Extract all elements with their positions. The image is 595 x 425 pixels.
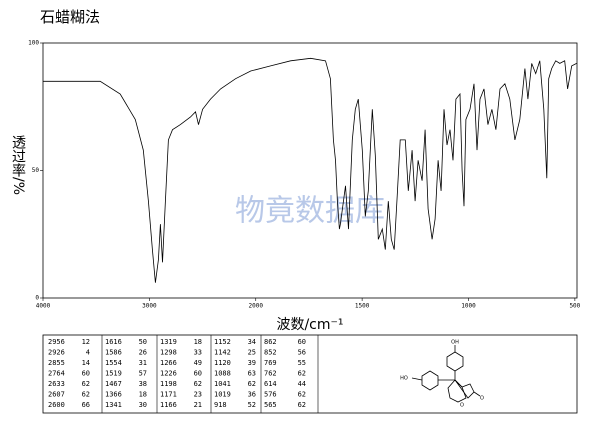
structure [411,345,481,403]
peak-wavenumber: 1166 [160,401,177,409]
peak-wavenumber: 1041 [214,380,231,388]
peak-transmittance: 62 [298,391,306,399]
peak-wavenumber: 1226 [160,370,177,378]
peak-transmittance: 44 [298,380,306,388]
peak-transmittance: 50 [139,338,147,346]
x-axis-label: 波数/cm⁻¹ [276,317,343,333]
peak-wavenumber: 2607 [48,391,65,399]
peak-transmittance: 21 [194,401,202,409]
peak-wavenumber: 1341 [105,401,122,409]
y-axis-label: 透过率/% [10,135,26,195]
peak-transmittance: 23 [194,391,202,399]
peak-transmittance: 18 [194,338,202,346]
peak-transmittance: 63 [248,370,256,378]
chart-title: 石蜡糊法 [40,8,100,26]
peak-wavenumber: 1467 [105,380,122,388]
peak-wavenumber: 2600 [48,401,65,409]
peak-transmittance: 26 [139,349,147,357]
peak-transmittance: 55 [298,359,306,367]
peak-wavenumber: 918 [214,401,227,409]
peak-wavenumber: 1586 [105,349,122,357]
peak-transmittance: 30 [139,401,147,409]
peak-transmittance: 60 [194,370,202,378]
peak-transmittance: 36 [248,391,256,399]
x-tick-label: 3000 [142,303,157,310]
peak-wavenumber: 1152 [214,338,231,346]
x-tick-label: 1500 [355,303,370,310]
atom-label: OH [451,340,459,346]
peak-wavenumber: 2855 [48,359,65,367]
peak-wavenumber: 1266 [160,359,177,367]
peak-transmittance: 14 [82,359,90,367]
peak-wavenumber: 2633 [48,380,65,388]
peak-transmittance: 49 [194,359,202,367]
peak-transmittance: 4 [86,349,90,357]
peak-transmittance: 33 [194,349,202,357]
peak-transmittance: 38 [139,380,147,388]
peak-wavenumber: 1616 [105,338,122,346]
peak-wavenumber: 1554 [105,359,122,367]
peak-transmittance: 52 [248,401,256,409]
peak-wavenumber: 576 [264,391,277,399]
atom-label: O [460,403,464,409]
peak-transmittance: 18 [139,391,147,399]
peak-transmittance: 60 [298,338,306,346]
peak-wavenumber: 1142 [214,349,231,357]
table-frame [42,334,578,414]
peak-transmittance: 62 [298,401,306,409]
plot-frame [42,42,578,299]
spectrum-line [43,57,577,283]
peak-wavenumber: 1366 [105,391,122,399]
peak-transmittance: 39 [248,359,256,367]
peak-wavenumber: 1120 [214,359,231,367]
x-tick-label: 2000 [249,303,264,310]
x-tick-label: 4000 [36,303,51,310]
peak-wavenumber: 769 [264,359,277,367]
peak-transmittance: 62 [298,370,306,378]
peak-transmittance: 34 [248,338,256,346]
y-tick-label: 0 [35,295,39,302]
peak-transmittance: 62 [194,380,202,388]
peak-wavenumber: 2764 [48,370,65,378]
peak-wavenumber: 852 [264,349,277,357]
peak-transmittance: 56 [298,349,306,357]
y-tick-label: 100 [28,40,39,47]
peak-wavenumber: 1319 [160,338,177,346]
atom-label: HO [400,376,408,382]
peak-transmittance: 62 [82,391,90,399]
peak-transmittance: 66 [82,401,90,409]
peak-wavenumber: 1019 [214,391,231,399]
peak-transmittance: 31 [139,359,147,367]
peak-transmittance: 25 [248,349,256,357]
watermark: 物竟数据库 [235,194,385,229]
peak-wavenumber: 762 [264,370,277,378]
peak-wavenumber: 1198 [160,380,177,388]
y-tick-label: 50 [32,167,40,174]
peak-transmittance: 60 [82,370,90,378]
peak-transmittance: 62 [248,380,256,388]
peak-wavenumber: 1171 [160,391,177,399]
atom-label: O [480,396,484,402]
peak-wavenumber: 2926 [48,349,65,357]
peak-wavenumber: 1519 [105,370,122,378]
peak-wavenumber: 862 [264,338,277,346]
x-tick-label: 500 [569,303,580,310]
peak-transmittance: 57 [139,370,147,378]
peak-wavenumber: 614 [264,380,277,388]
peak-wavenumber: 1088 [214,370,231,378]
peak-transmittance: 62 [82,380,90,388]
x-tick-label: 1000 [461,303,476,310]
peak-wavenumber: 565 [264,401,277,409]
peak-wavenumber: 1298 [160,349,177,357]
peak-wavenumber: 2956 [48,338,65,346]
peak-transmittance: 12 [82,338,90,346]
